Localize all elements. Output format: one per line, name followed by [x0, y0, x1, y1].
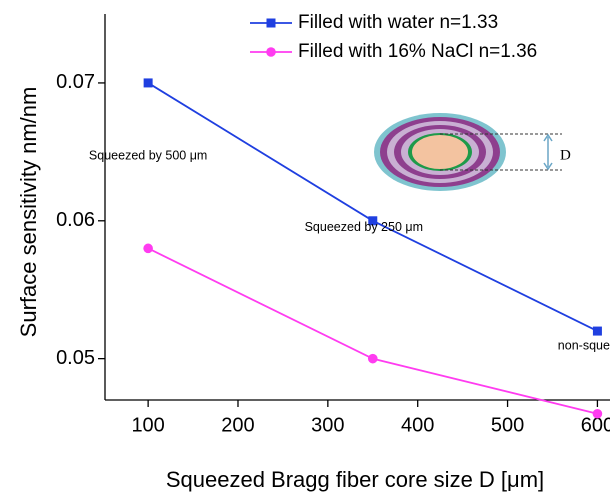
- marker: [143, 78, 153, 88]
- legend-label: Filled with water n=1.33: [298, 12, 498, 33]
- inset-diagram: D: [374, 113, 571, 191]
- x-tick-label: 400: [401, 414, 434, 436]
- annotation: Squeezed by 250 μm: [305, 220, 423, 234]
- marker: [592, 408, 603, 419]
- legend-marker: [266, 47, 276, 57]
- annotation: non-squeezed: [558, 339, 610, 353]
- x-tick-label: 200: [221, 414, 254, 436]
- x-tick-label: 600: [581, 414, 610, 436]
- marker: [368, 216, 378, 226]
- marker: [143, 243, 153, 254]
- series-line: [147, 82, 598, 332]
- series-line: [147, 247, 598, 415]
- legend-marker: [266, 18, 276, 28]
- x-tick-label: 500: [491, 414, 524, 436]
- y-axis-title: Surface sensitivity nm/nm: [16, 87, 41, 338]
- y-tick-label: 0.07: [56, 71, 95, 93]
- inset-label: D: [560, 147, 571, 163]
- y-tick-label: 0.06: [56, 209, 95, 231]
- x-axis-title: Squeezed Bragg fiber core size D [μm]: [166, 467, 544, 492]
- x-tick-label: 100: [131, 414, 164, 436]
- legend-label: Filled with 16% NaCl n=1.36: [298, 41, 537, 62]
- x-tick-label: 300: [311, 414, 344, 436]
- y-tick-label: 0.05: [56, 347, 95, 369]
- marker: [592, 326, 602, 336]
- marker: [367, 353, 378, 364]
- annotation: Squeezed by 500 μm: [89, 148, 207, 162]
